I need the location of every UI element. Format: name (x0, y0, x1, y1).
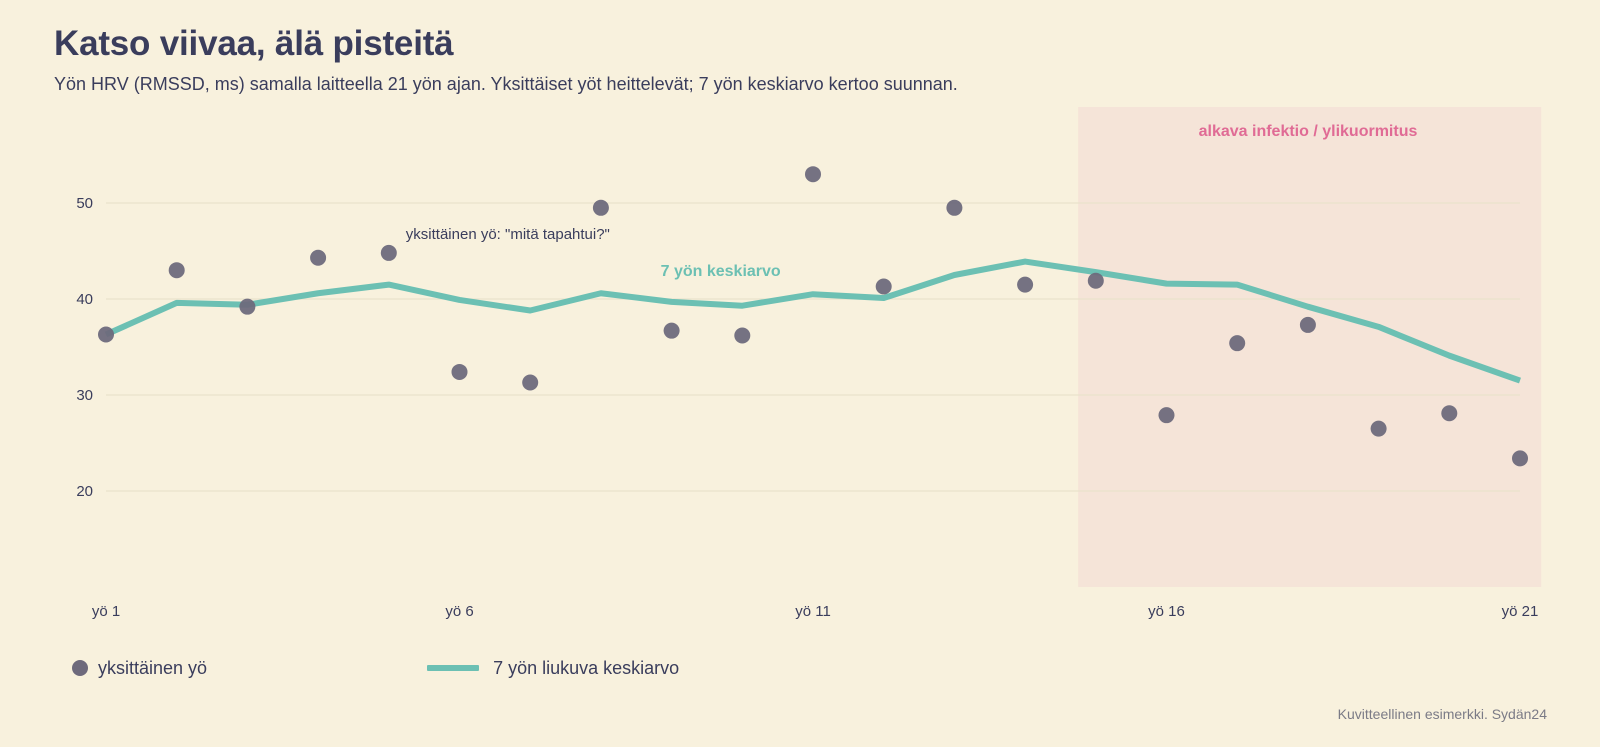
data-point-night-20 (1441, 405, 1458, 422)
data-point-night-18 (1299, 316, 1316, 333)
source-note: Kuvitteellinen esimerkki. Sydän24 (1337, 706, 1547, 722)
moving-average-line (104, 258, 1521, 384)
data-point-night-3 (239, 298, 256, 315)
data-point-night-14 (1017, 276, 1034, 293)
legend: yksittäinen yö 7 yön liukuva keskiarvo (72, 655, 679, 681)
data-point-night-4 (310, 249, 327, 266)
legend-label-points: yksittäinen yö (98, 657, 208, 678)
data-point-night-13 (946, 199, 963, 216)
legend-dot-icon (72, 660, 88, 676)
data-point-night-19 (1370, 420, 1387, 437)
x-tick-label: yö 21 (1502, 603, 1539, 620)
highlight-region-layer (1078, 107, 1542, 587)
data-point-night-15 (1087, 272, 1104, 289)
data-point-night-7 (522, 374, 539, 391)
data-point-night-11 (805, 166, 821, 183)
data-point-night-12 (875, 278, 892, 295)
legend-item-points: yksittäinen yö (72, 658, 207, 679)
annotation-point: yksittäinen yö: "mitä tapahtui?" (406, 226, 610, 243)
data-point-night-9 (663, 322, 680, 339)
chart-title: Katso viivaa, älä pisteitä (54, 24, 454, 63)
data-point-night-16 (1158, 407, 1175, 424)
annotation-line: 7 yön keskiarvo (661, 263, 781, 280)
data-point-night-6 (451, 363, 468, 380)
x-tick-label: yö 11 (795, 603, 831, 620)
legend-line-icon (427, 665, 480, 671)
labels-layer: alkava infektio / ylikuormitus yksittäine… (406, 123, 1418, 280)
moving-average-layer (104, 258, 1521, 384)
y-tick-label: 40 (76, 291, 93, 308)
chart-subtitle: Yön HRV (RMSSD, ms) samalla laitteella 2… (54, 74, 958, 94)
data-point-night-17 (1229, 335, 1246, 352)
data-point-night-10 (734, 327, 751, 344)
data-point-night-5 (380, 244, 397, 261)
legend-item-line: 7 yön liukuva keskiarvo (207, 658, 679, 679)
points-layer (98, 166, 1528, 467)
y-tick-label: 50 (76, 195, 93, 212)
y-tick-label: 30 (76, 387, 93, 404)
data-point-night-8 (592, 199, 609, 216)
highlight-region (1078, 107, 1542, 587)
x-tick-label: yö 6 (445, 603, 473, 620)
x-tick-label: yö 16 (1148, 603, 1185, 620)
gridlines: 20 30 40 50 yö 1 yö 6 yö 11 yö 16 yö 21 (76, 195, 1538, 620)
legend-label-line: 7 yön liukuva keskiarvo (493, 657, 680, 678)
y-tick-label: 20 (76, 483, 93, 500)
data-point-night-2 (168, 262, 185, 279)
data-point-night-1 (98, 326, 114, 343)
highlight-region-label: alkava infektio / ylikuormitus (1199, 123, 1418, 140)
x-tick-label: yö 1 (92, 603, 120, 620)
data-point-night-21 (1512, 450, 1528, 467)
